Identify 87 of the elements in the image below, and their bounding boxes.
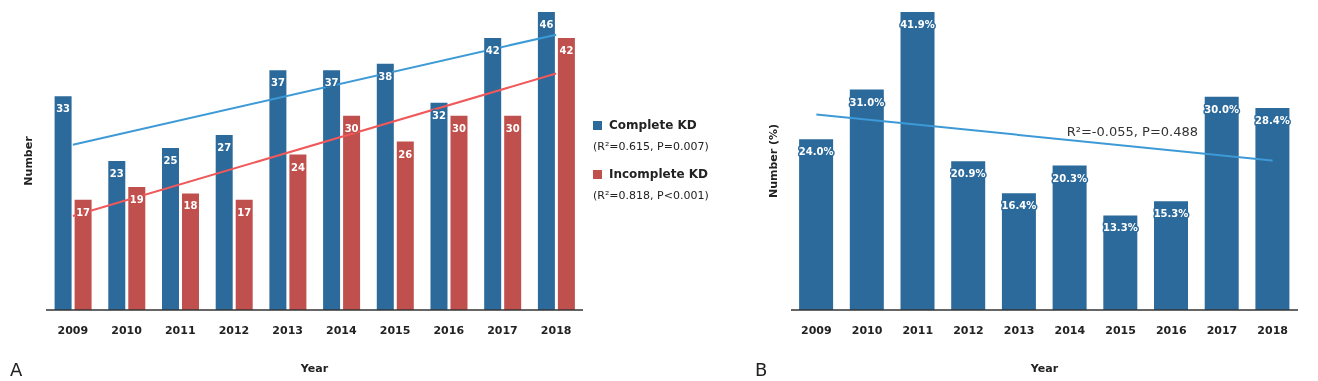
data-label: 17 xyxy=(237,206,252,218)
data-label: 26 xyxy=(398,148,413,160)
data-label: 20.9% xyxy=(950,168,986,180)
x-tick-label: 2018 xyxy=(1257,323,1288,337)
bar xyxy=(900,12,935,310)
bar xyxy=(951,161,986,310)
data-label: 23 xyxy=(109,168,124,179)
x-tick-label: 2012 xyxy=(953,323,984,337)
bar xyxy=(484,37,502,310)
bar xyxy=(849,89,884,310)
bar xyxy=(343,115,361,310)
data-label: 27 xyxy=(217,142,232,154)
x-tick-label: 2018 xyxy=(540,323,572,337)
legend-label: Incomplete KD xyxy=(608,167,710,181)
data-label: 38 xyxy=(378,70,393,82)
x-tick-label: 2011 xyxy=(164,323,196,337)
bar xyxy=(74,199,92,310)
x-tick-label: 2010 xyxy=(851,323,883,337)
bar xyxy=(396,141,414,310)
y-axis-title: Number (%) xyxy=(766,123,780,199)
bar xyxy=(1204,96,1239,310)
data-label: 37 xyxy=(324,77,339,89)
bar xyxy=(161,148,179,310)
data-label: 37 xyxy=(270,77,285,89)
x-tick-label: 2009 xyxy=(57,323,89,337)
x-tick-label: 2012 xyxy=(218,323,250,337)
x-tick-label: 2013 xyxy=(272,323,303,337)
data-label: 19 xyxy=(129,193,144,205)
data-label: 41.9% xyxy=(900,19,935,30)
data-label: 42 xyxy=(485,44,500,56)
annotation: R²=-0.055, P=0.488 xyxy=(1066,124,1198,139)
bar xyxy=(289,154,307,310)
x-tick-label: 2009 xyxy=(801,323,832,337)
data-label: 25 xyxy=(163,155,178,167)
data-label: 46 xyxy=(539,19,554,30)
text: B xyxy=(755,359,768,380)
bar xyxy=(323,70,341,310)
data-label: 20.3% xyxy=(1052,172,1087,184)
x-tick-label: 2014 xyxy=(326,323,357,337)
data-label: 31.0% xyxy=(849,96,885,108)
x-tick-label: 2011 xyxy=(902,323,934,337)
x-tick-label: 2010 xyxy=(111,323,143,337)
y-axis-title: Number xyxy=(21,135,35,186)
data-label: 30 xyxy=(505,122,520,134)
data-label: 30 xyxy=(344,122,359,134)
bar xyxy=(376,63,394,310)
text: A xyxy=(10,359,23,380)
bar xyxy=(128,186,146,310)
text: (R²=0.615, P=0.007) xyxy=(593,140,710,153)
x-tick-label: 2013 xyxy=(1003,323,1035,337)
bar xyxy=(504,115,522,310)
x-tick-label: 2016 xyxy=(1155,323,1187,337)
data-label: 30.0% xyxy=(1204,103,1240,115)
bar xyxy=(54,96,72,310)
legend-label: Complete KD xyxy=(608,118,698,132)
x-axis-title: Year xyxy=(1029,362,1059,375)
data-label: 16.4% xyxy=(1001,200,1037,212)
data-label: 24 xyxy=(290,161,305,173)
bar xyxy=(430,102,448,310)
x-tick-label: 2017 xyxy=(487,323,518,337)
x-axis-title: Year xyxy=(299,362,329,375)
data-label: 42 xyxy=(559,44,574,56)
x-tick-label: 2016 xyxy=(433,323,465,337)
data-label: 32 xyxy=(432,109,446,121)
bar xyxy=(537,12,555,310)
bar xyxy=(557,37,575,310)
bar xyxy=(1255,108,1290,310)
x-tick-label: 2017 xyxy=(1206,323,1238,337)
text: (R²=0.818, P<0.001) xyxy=(593,189,710,202)
bar xyxy=(1001,193,1036,310)
bar xyxy=(108,161,126,310)
bar xyxy=(1052,165,1087,310)
data-label: 30 xyxy=(452,122,466,134)
x-tick-label: 2015 xyxy=(1105,323,1136,337)
bar xyxy=(450,115,468,310)
bar xyxy=(181,193,199,310)
data-label: 33 xyxy=(56,103,71,115)
data-label: 15.3% xyxy=(1153,208,1189,220)
bar xyxy=(269,70,287,310)
bar xyxy=(215,135,233,310)
x-tick-label: 2014 xyxy=(1054,323,1086,337)
data-label: 24.0% xyxy=(798,146,834,158)
bar xyxy=(799,139,834,310)
data-label: 18 xyxy=(183,200,198,212)
bar xyxy=(235,199,253,310)
x-tick-label: 2015 xyxy=(379,323,411,337)
data-label: 17 xyxy=(76,206,91,218)
